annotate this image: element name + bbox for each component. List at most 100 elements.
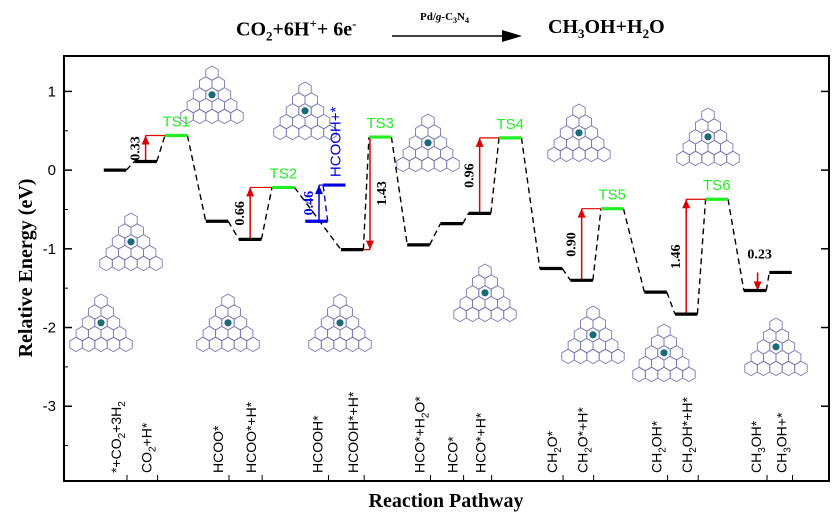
hexagon-cell <box>246 336 260 353</box>
hexagon-cell <box>396 156 410 173</box>
pd-atom <box>424 139 432 147</box>
x-category-part: CH <box>679 453 695 473</box>
hexagon-cell <box>136 255 151 272</box>
subscript: 2 <box>642 26 650 41</box>
x-category-part: O* <box>411 396 427 413</box>
connector-line <box>462 213 470 224</box>
x-category-label: HCO* <box>445 436 461 473</box>
pd-atom <box>772 343 780 351</box>
hexagon-cell <box>586 348 600 365</box>
ts-label: TS5 <box>598 187 626 204</box>
connector-line <box>490 137 500 214</box>
y-tick-label: -3 <box>43 398 56 415</box>
connector-line <box>520 137 541 269</box>
catalyst-structure-inset <box>632 323 696 383</box>
level-labels: TS1 TS2 TS3 TS4 TS5 TS6 HCOOH+* <box>162 106 730 203</box>
connector-line <box>186 135 207 222</box>
x-category-part: HCO* <box>445 436 461 473</box>
hexagon-cell <box>106 336 121 353</box>
x-category-part: O*+H* <box>575 407 591 448</box>
barrier-value-label: 1.46 <box>669 244 684 269</box>
catalyst-structure-inset <box>273 81 337 141</box>
hexagon-cell <box>192 108 207 125</box>
barrier-value-label: 0.46 <box>302 191 317 216</box>
hexagon-cell <box>119 336 133 353</box>
hexagon-cell <box>453 306 467 323</box>
catalyst-text: -C <box>441 11 454 23</box>
reactant-co: CO <box>236 18 266 41</box>
hexagon-cell <box>644 366 659 383</box>
hexagon-cell <box>81 336 96 353</box>
x-category-part: 3 <box>757 447 768 453</box>
plot-frame <box>63 55 830 482</box>
connector-line <box>696 199 707 315</box>
pd-atom <box>208 91 216 99</box>
connector-line <box>260 187 273 240</box>
barrier-arrow-head <box>141 135 150 145</box>
catalyst-label: Pd/g-C3N4 <box>420 11 469 25</box>
subscript: 3 <box>578 26 585 41</box>
catalyst-structure-inset <box>453 263 517 323</box>
x-category-part: 2 <box>584 447 595 453</box>
hexagon-cell <box>217 108 232 125</box>
barrier-arrow-head <box>682 199 691 209</box>
hexagon-cell <box>320 336 335 353</box>
hexagon-cell <box>688 150 703 167</box>
barrier-arrow-head <box>315 185 323 195</box>
catalyst-structure-inset <box>180 65 244 125</box>
ts-label: TS3 <box>366 115 394 132</box>
catalyst-structure-inset <box>308 293 372 353</box>
catalyst-text: N <box>457 11 465 23</box>
catalyst-structure-inset <box>69 293 133 353</box>
x-category-part: 2 <box>553 447 564 453</box>
catalyst-structure-inset <box>561 305 625 365</box>
hexagon-cell <box>726 150 740 167</box>
ts-label: TS2 <box>270 165 298 182</box>
x-category-part: O* <box>544 430 560 447</box>
connector-line <box>429 223 442 246</box>
hexagon-cell <box>490 306 505 323</box>
x-category-part: 2 <box>658 447 669 453</box>
product-text: OH+H <box>584 16 643 38</box>
pd-atom <box>224 319 232 327</box>
barrier-value-label: 0.66 <box>233 201 248 226</box>
hexagon-cell <box>323 124 337 141</box>
x-axis-label: Reaction Pathway <box>369 490 524 512</box>
hexagon-cell <box>230 108 244 125</box>
catalyst-structure-inset <box>744 317 808 377</box>
x-category-part: OH* <box>748 420 764 447</box>
x-category-part: HCO*+H <box>411 418 427 473</box>
barrier-value-label: 0.96 <box>463 163 478 188</box>
y-tick-label: 0 <box>48 162 56 179</box>
reaction-arrow-icon <box>392 30 522 42</box>
hexagon-cell <box>69 336 83 353</box>
x-category-part: CH <box>748 453 764 473</box>
hexagon-cell <box>503 306 517 323</box>
hexagon-cell <box>632 366 646 383</box>
x-category-part: CH <box>649 453 665 473</box>
x-category-label: HCOO* <box>210 425 226 473</box>
hexagon-cell <box>208 336 223 353</box>
pd-atom <box>481 289 489 297</box>
x-category-part: CH <box>774 453 790 473</box>
barrier-value-label: 0.33 <box>129 136 144 161</box>
x-category-label: CH3OH* <box>748 420 768 473</box>
structure-insets <box>69 65 808 383</box>
subscript: 2 <box>266 28 273 44</box>
y-axis-label: Relative Energy (eV) <box>15 179 37 358</box>
reaction-reactants: CO2+6H++ 6e- <box>236 16 357 45</box>
hexagon-cell <box>149 255 163 272</box>
hexagon-cell <box>421 156 435 173</box>
pd-atom <box>97 319 105 327</box>
subscript: 3 <box>453 16 458 26</box>
alt-connector-line <box>322 184 329 222</box>
reaction-equation: CO2+6H++ 6e- Pd/g-C3N4 CH3OH+H2O <box>0 8 835 48</box>
y-tick-label: -1 <box>43 241 56 258</box>
product-text: CH <box>548 16 578 38</box>
x-category-label: HCOOH*+H* <box>345 391 361 473</box>
x-category-part: 2 <box>117 401 128 407</box>
alt-series-label: HCOOH+* <box>327 106 344 177</box>
connector-line <box>125 160 135 171</box>
